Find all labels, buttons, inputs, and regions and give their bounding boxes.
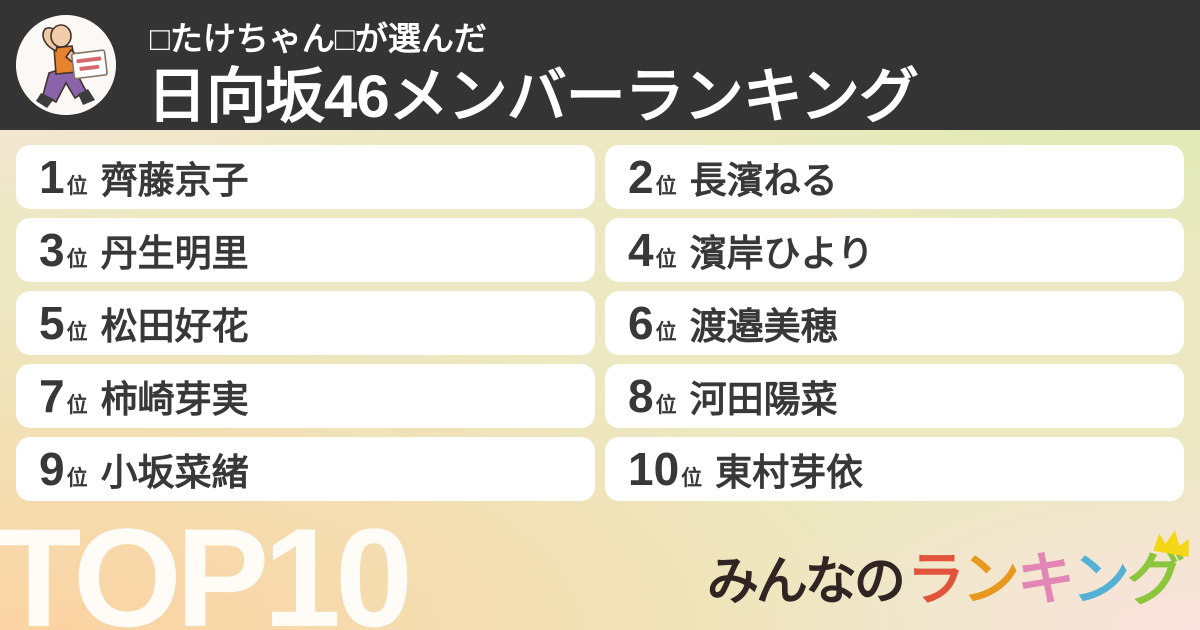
rank-line: 4 位濱岸ひより [628, 223, 874, 277]
logo-letter: グ [1126, 547, 1185, 612]
rank-card: 7 位柿崎芽実 [16, 364, 595, 428]
rank-card: 3 位丹生明里 [16, 218, 595, 282]
rank-number: 8 [628, 370, 654, 422]
member-name: 小坂菜緒 [100, 452, 249, 493]
member-name: 丹生明里 [100, 233, 249, 274]
rank-number: 7 [39, 370, 65, 422]
member-name: 長濱ねる [689, 160, 838, 201]
rank-card: 1 位齊藤京子 [16, 145, 595, 209]
rank-suffix: 位 [66, 321, 88, 344]
rank-number: 5 [39, 297, 65, 349]
rank-suffix: 位 [655, 321, 677, 344]
site-logo: みんなの ランキング [706, 530, 1189, 614]
logo-prefix: みんなの [706, 553, 906, 611]
rank-card: 8 位河田陽菜 [605, 364, 1184, 428]
rank-card: 4 位濱岸ひより [605, 218, 1184, 282]
rank-card: 9 位小坂菜緒 [16, 437, 595, 501]
header-byline: □たけちゃん□が選んだ [150, 20, 487, 57]
rank-suffix: 位 [655, 394, 677, 417]
rank-card: 6 位渡邉美穂 [605, 291, 1184, 355]
rank-number: 10 [628, 443, 680, 495]
rank-number: 6 [628, 297, 654, 349]
rank-line: 7 位柿崎芽実 [39, 369, 249, 423]
rank-line: 8 位河田陽菜 [628, 369, 838, 423]
member-name: 渡邉美穂 [689, 306, 838, 347]
rank-line: 2 位長濱ねる [628, 150, 838, 204]
rank-suffix: 位 [681, 467, 703, 490]
logo-letter: ン [1071, 547, 1130, 612]
ranking-board: 1 位齊藤京子 2 位長濱ねる 3 位丹生明里 4 位濱岸ひより 5 位松田好花 6 位渡邉… [0, 130, 1200, 630]
rank-line: 6 位渡邉美穂 [628, 296, 838, 350]
rank-suffix: 位 [66, 248, 88, 271]
user-avatar [16, 15, 116, 115]
rank-number: 3 [39, 224, 65, 276]
rank-card: 10 位東村芽依 [605, 437, 1184, 501]
member-name: 河田陽菜 [689, 379, 838, 420]
rank-number: 2 [628, 151, 654, 203]
rank-line: 1 位齊藤京子 [39, 150, 249, 204]
member-name: 濱岸ひより [689, 233, 874, 274]
rank-card: 5 位松田好花 [16, 291, 595, 355]
rank-number: 4 [628, 224, 654, 276]
logo-colored-text: ランキング [906, 530, 1189, 612]
ranking-grid: 1 位齊藤京子 2 位長濱ねる 3 位丹生明里 4 位濱岸ひより 5 位松田好花 6 位渡邉… [0, 130, 1200, 501]
member-name: 柿崎芽実 [100, 379, 249, 420]
rank-line: 10 位東村芽依 [628, 442, 863, 496]
rank-line: 5 位松田好花 [39, 296, 249, 350]
rank-suffix: 位 [66, 467, 88, 490]
member-name: 松田好花 [100, 306, 249, 347]
rank-suffix: 位 [655, 248, 677, 271]
rank-number: 1 [39, 151, 65, 203]
logo-letter: ラ [906, 547, 965, 612]
rank-card: 2 位長濱ねる [605, 145, 1184, 209]
logo-letter: キ [1016, 547, 1075, 612]
member-name: 齊藤京子 [100, 160, 249, 201]
rank-suffix: 位 [66, 175, 88, 198]
rank-suffix: 位 [66, 394, 88, 417]
member-name: 東村芽依 [715, 452, 864, 493]
header: □たけちゃん□が選んだ 日向坂46メンバーランキング [0, 0, 1200, 130]
rank-line: 3 位丹生明里 [39, 223, 249, 277]
muscle-man-avatar-illustration [16, 15, 116, 115]
page-title: 日向坂46メンバーランキング [147, 63, 919, 130]
crown-icon [1153, 530, 1189, 557]
logo-letter: ン [961, 547, 1020, 612]
rank-line: 9 位小坂菜緒 [39, 442, 249, 496]
rank-suffix: 位 [655, 175, 677, 198]
rank-number: 9 [39, 443, 65, 495]
top10-label: TOP10 [0, 499, 413, 630]
